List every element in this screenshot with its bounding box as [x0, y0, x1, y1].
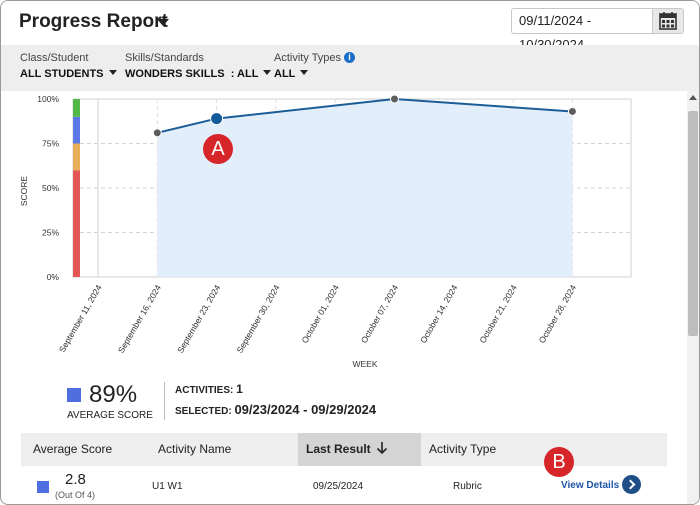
filter-bar: Class/Student ALL STUDENTS Skills/Standa… [1, 45, 699, 91]
activities-label: ACTIVITIES: [175, 385, 234, 396]
score-swatch [37, 481, 49, 493]
activity-types-value[interactable]: ALL [274, 68, 296, 80]
x-tick-label: September 16, 2024 [116, 283, 163, 355]
row-score: 2.8 [65, 471, 86, 488]
info-icon[interactable]: i [344, 52, 356, 63]
sort-descending-icon [376, 442, 388, 455]
table-row: 2.8 (Out Of 4) U1 W1 09/25/2024 Rubric V… [21, 467, 667, 504]
row-score-scale: (Out Of 4) [55, 490, 96, 500]
y-axis-title: SCORE [19, 176, 29, 207]
performance-band-segment [73, 99, 80, 117]
column-last-result[interactable]: Last Result [298, 433, 421, 466]
activities-value: 1 [236, 382, 243, 396]
chevron-down-icon[interactable] [300, 70, 309, 76]
selected-value: 09/23/2024 - 09/29/2024 [234, 402, 377, 417]
chevron-right-icon[interactable] [622, 475, 641, 494]
skills-standards-filter[interactable]: Skills/Standards WONDERS SKILLS : ALL [125, 52, 272, 82]
activity-types-label-text: Activity Types [274, 52, 342, 64]
performance-band-segment [73, 170, 80, 277]
data-point[interactable] [152, 128, 162, 138]
data-point-selected[interactable] [210, 112, 224, 126]
x-tick-label: October 21, 2024 [477, 283, 519, 345]
header: Progress Report 09/11/2024 - 10/30/2024 [1, 1, 699, 52]
row-activity-type: Rubric [453, 481, 482, 492]
x-tick-label: October 14, 2024 [418, 283, 460, 345]
vertical-scrollbar[interactable] [687, 91, 699, 504]
summary-divider [164, 382, 165, 420]
y-tick-label: 100% [37, 94, 59, 104]
class-student-value[interactable]: ALL STUDENTS [20, 68, 104, 80]
activities-count: ACTIVITIES: 1 [175, 382, 243, 396]
scroll-up-icon[interactable] [689, 95, 697, 100]
page-title[interactable]: Progress Report [19, 11, 168, 32]
column-activity-name[interactable]: Activity Name [158, 442, 232, 456]
y-tick-label: 25% [42, 228, 59, 238]
x-tick-label: October 28, 2024 [537, 283, 579, 345]
score-line [157, 97, 573, 134]
x-tick-label: September 30, 2024 [234, 283, 281, 355]
class-student-filter[interactable]: Class/Student ALL STUDENTS [20, 52, 117, 82]
x-tick-label: October 01, 2024 [299, 283, 341, 345]
selected-label: SELECTED: [175, 406, 232, 417]
average-score-value: 89% [89, 381, 138, 408]
annotation-marker-b: B [544, 447, 574, 477]
data-point[interactable] [567, 106, 577, 116]
average-score-label: AVERAGE SCORE [67, 410, 153, 421]
column-last-result-label: Last Result [306, 442, 371, 456]
column-activity-type[interactable]: Activity Type [429, 442, 497, 456]
row-last-result: 09/25/2024 [313, 481, 364, 492]
data-point[interactable] [390, 94, 399, 104]
row-activity-name: U1 W1 [152, 481, 183, 492]
average-score-swatch [67, 388, 81, 402]
x-tick-label: September 23, 2024 [175, 283, 222, 355]
x-axis-title: WEEK [352, 359, 377, 369]
skills-standards-label: Skills/Standards [125, 52, 204, 64]
y-tick-label: 0% [47, 272, 60, 282]
scroll-thumb[interactable] [688, 111, 698, 336]
x-tick-label: October 07, 2024 [359, 283, 401, 345]
y-tick-label: 75% [42, 139, 59, 149]
activity-types-label: Activity Types i [274, 52, 356, 64]
performance-band-segment [73, 143, 80, 171]
activity-types-filter[interactable]: Activity Types i ALL [274, 52, 356, 82]
selected-range: SELECTED: 09/23/2024 - 09/29/2024 [175, 402, 376, 417]
x-tick-label: September 11, 2024 [57, 283, 104, 354]
score-chart: 0% 25% 50% 75% 100% September 11, 2024 Septemb… [19, 94, 632, 369]
y-tick-label: 50% [42, 183, 59, 193]
chevron-down-icon[interactable] [263, 70, 272, 76]
date-range-field[interactable]: 09/11/2024 - 10/30/2024 [511, 8, 653, 52]
performance-band-segment [73, 116, 80, 144]
annotation-marker-a: A [203, 134, 233, 164]
score-area [157, 99, 573, 277]
skills-standards-value[interactable]: WONDERS SKILLS : ALL [125, 68, 259, 80]
chevron-down-icon[interactable] [108, 70, 117, 76]
calendar-button[interactable] [652, 8, 684, 34]
calendar-icon [659, 12, 677, 30]
column-average-score[interactable]: Average Score [33, 442, 113, 456]
title-dropdown-icon[interactable] [157, 19, 169, 26]
view-details-link[interactable]: View Details [561, 480, 620, 491]
class-student-label: Class/Student [20, 52, 89, 64]
